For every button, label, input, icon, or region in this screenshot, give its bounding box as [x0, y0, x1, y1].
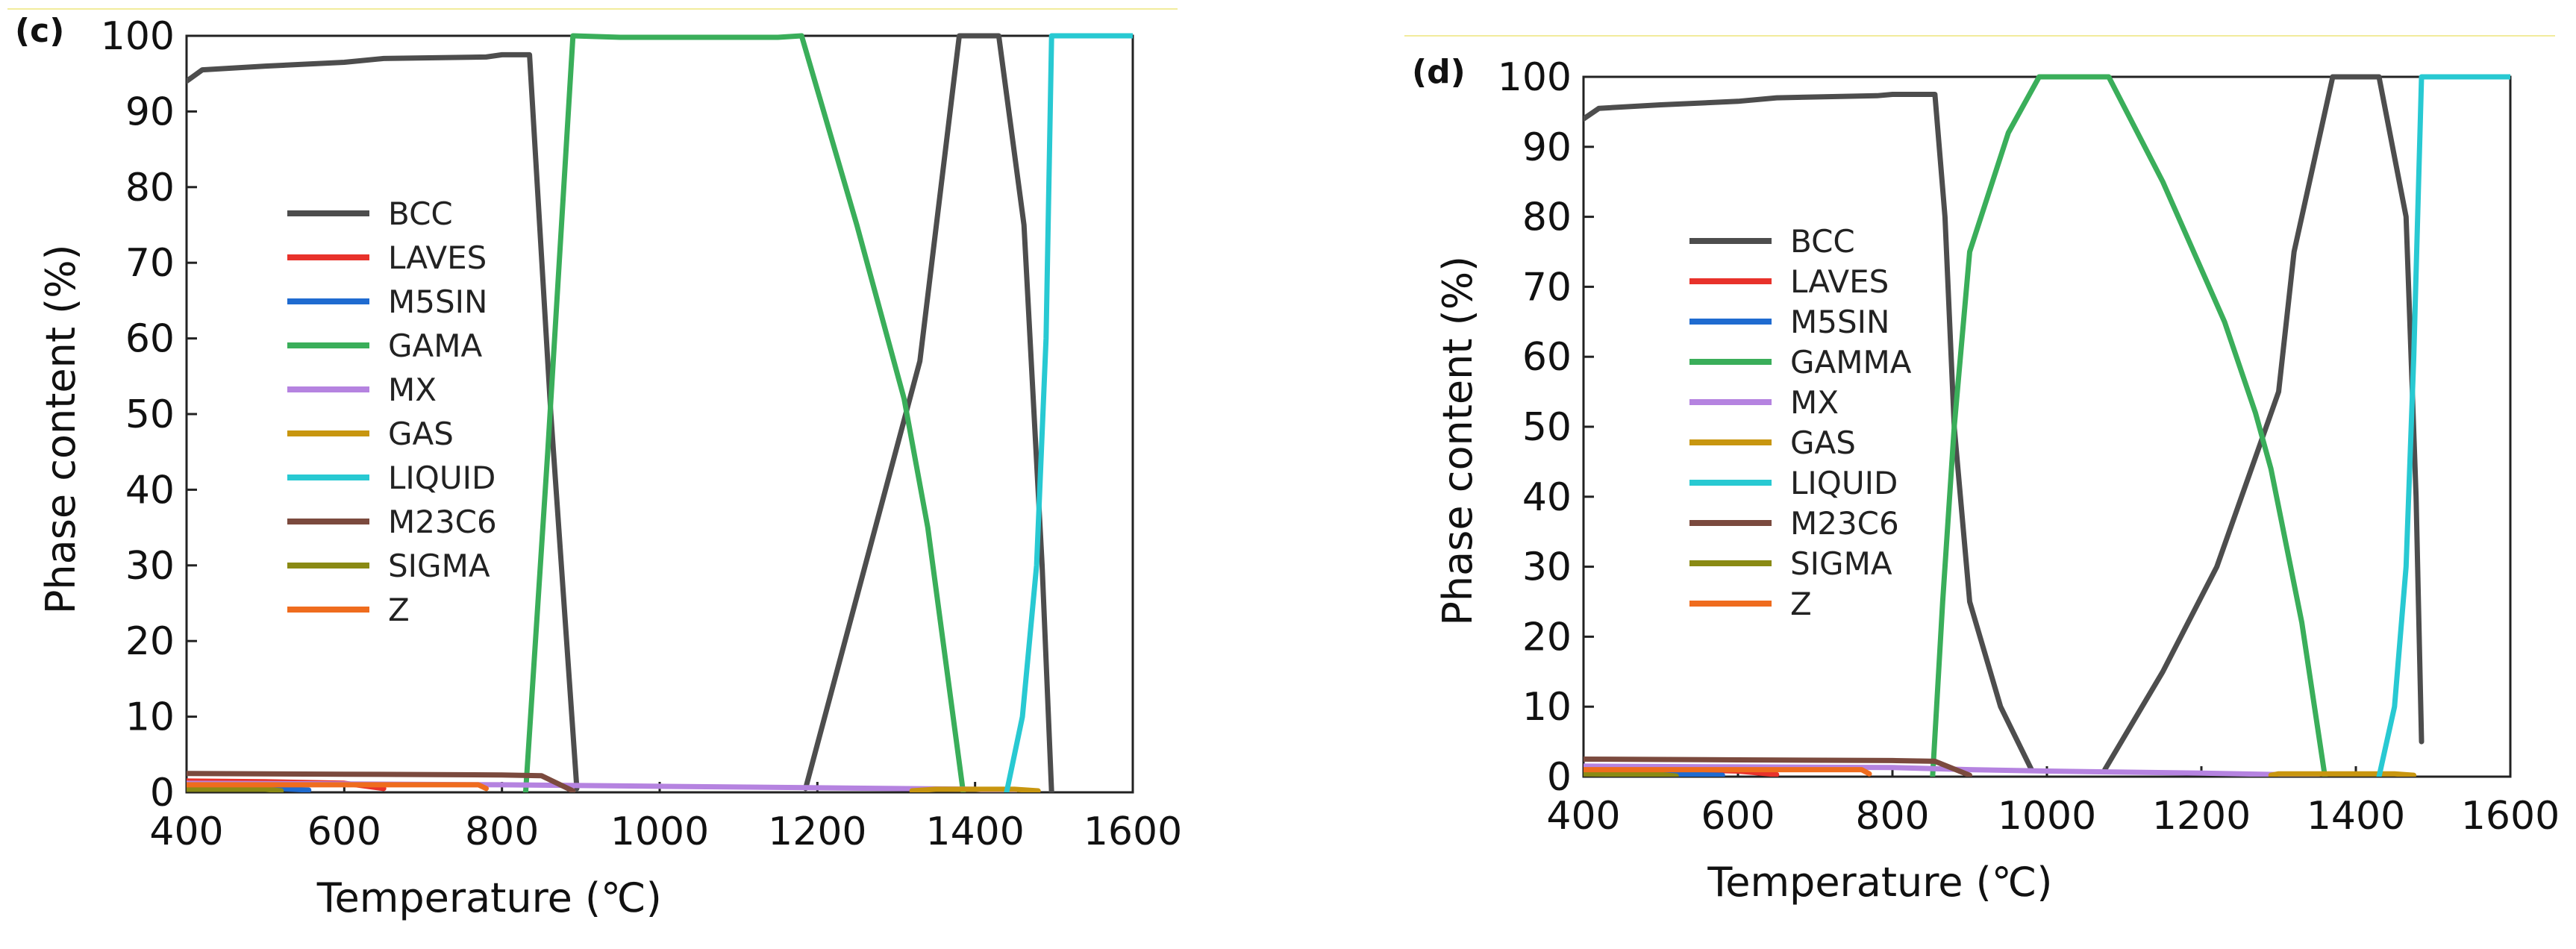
legend-label: SIGMA	[1790, 545, 1892, 582]
y-tick-label: 20	[1522, 615, 1572, 660]
legend-label: BCC	[1790, 223, 1855, 260]
x-tick-label: 600	[307, 809, 381, 854]
y-tick-label: 10	[125, 695, 175, 740]
legend-label: GAMMA	[1790, 344, 1912, 380]
y-tick-label: 100	[101, 14, 175, 59]
y-axis-label: Phase content (%)	[37, 244, 84, 614]
y-tick-label: 30	[1522, 545, 1572, 590]
y-tick-label: 90	[1522, 125, 1572, 170]
legend-label: BCC	[388, 195, 453, 232]
y-tick-label: 30	[125, 544, 175, 589]
x-tick-label: 600	[1701, 794, 1775, 839]
y-tick-label: 60	[125, 317, 175, 362]
y-tick-label: 40	[125, 468, 175, 513]
x-tick-label: 1400	[2307, 794, 2405, 839]
series-line-gas	[909, 786, 1041, 792]
y-tick-label: 0	[1547, 755, 1572, 800]
x-tick-label: 400	[1546, 794, 1620, 839]
legend-label: M23C6	[388, 504, 497, 540]
series-group	[1584, 74, 2510, 777]
legend-label: Z	[388, 592, 410, 628]
series-line-bcc	[1584, 74, 2425, 773]
x-axis-label: Temperature (℃)	[1707, 859, 2052, 906]
series-line-sigma	[1584, 771, 1679, 777]
legend-label: GAS	[388, 416, 454, 452]
y-tick-label: 90	[125, 90, 175, 134]
x-axis-label: Temperature (℃)	[316, 874, 662, 921]
y-tick-label: 100	[1498, 55, 1572, 100]
chart-panel-c: 400 600 800 1000 1200 1400 1600 0 10 20 30 40 50 60 70…	[7, 8, 1182, 921]
legend: BCC LAVES M5SIN GAMA MX GAS LIQUID M23C6 SIGMA Z	[287, 195, 497, 628]
legend-label: M5SIN	[1790, 304, 1889, 340]
legend-label: M5SIN	[388, 284, 487, 320]
series-line-bcc	[187, 33, 1054, 792]
y-tick-label: 0	[150, 771, 175, 815]
series-line-gamma	[1930, 74, 2328, 777]
series-group	[187, 33, 1133, 792]
y-tick-label: 20	[125, 619, 175, 664]
plot-frame	[185, 34, 1134, 794]
chart-panel-d: 400 600 800 1000 1200 1400 1600 0 10 20 30 40 50 60 70…	[1404, 35, 2560, 906]
x-tick-label: 1200	[768, 809, 866, 854]
y-tick-label: 40	[1522, 475, 1572, 520]
x-tick-label: 1200	[2152, 794, 2251, 839]
y-tick-label: 50	[1522, 405, 1572, 450]
x-tick-label: 1600	[1084, 809, 1182, 854]
legend-label: LIQUID	[388, 460, 495, 496]
series-line-z	[187, 782, 489, 792]
legend-label: MX	[1790, 384, 1839, 421]
y-axis-label: Phase content (%)	[1434, 256, 1481, 626]
series-line-z	[1584, 767, 1872, 777]
series-line-liquid	[2376, 74, 2510, 777]
legend-label: Z	[1790, 586, 1812, 622]
legend-label: MX	[388, 372, 437, 408]
series-line-gama	[522, 33, 966, 792]
y-tick-label: 70	[125, 241, 175, 286]
plot-frame	[1582, 75, 2512, 778]
x-tick-label: 1000	[610, 809, 709, 854]
series-line-m23c6	[1584, 757, 1972, 777]
x-tick-label: 800	[465, 809, 539, 854]
x-tick-label: 1600	[2461, 794, 2560, 839]
legend-label: M23C6	[1790, 505, 1899, 542]
series-line-gas	[2268, 771, 2417, 777]
legend-label: LIQUID	[1790, 465, 1898, 501]
panel-label: (d)	[1412, 53, 1466, 91]
x-tick-label: 800	[1855, 794, 1929, 839]
y-tick-label: 70	[1522, 265, 1572, 310]
y-tick-label: 80	[1522, 195, 1572, 240]
legend-label: LAVES	[1790, 263, 1889, 300]
series-line-mx	[1584, 763, 2320, 777]
y-tick-label: 10	[1522, 685, 1572, 730]
series-line-m23c6	[187, 771, 576, 792]
x-tick-label: 400	[149, 809, 223, 854]
legend-label: GAS	[1790, 425, 1856, 461]
y-tick-label: 50	[125, 392, 175, 437]
series-line-liquid	[1004, 33, 1133, 792]
y-tick-label: 80	[125, 166, 175, 210]
panel-label: (c)	[15, 12, 64, 50]
y-tick-label: 60	[1522, 335, 1572, 380]
legend-label: GAMA	[388, 328, 483, 364]
x-tick-label: 1400	[925, 809, 1024, 854]
legend-label: LAVES	[388, 239, 487, 276]
series-line-sigma	[187, 786, 284, 792]
x-tick-label: 1000	[1998, 794, 2096, 839]
legend-label: SIGMA	[388, 548, 490, 584]
